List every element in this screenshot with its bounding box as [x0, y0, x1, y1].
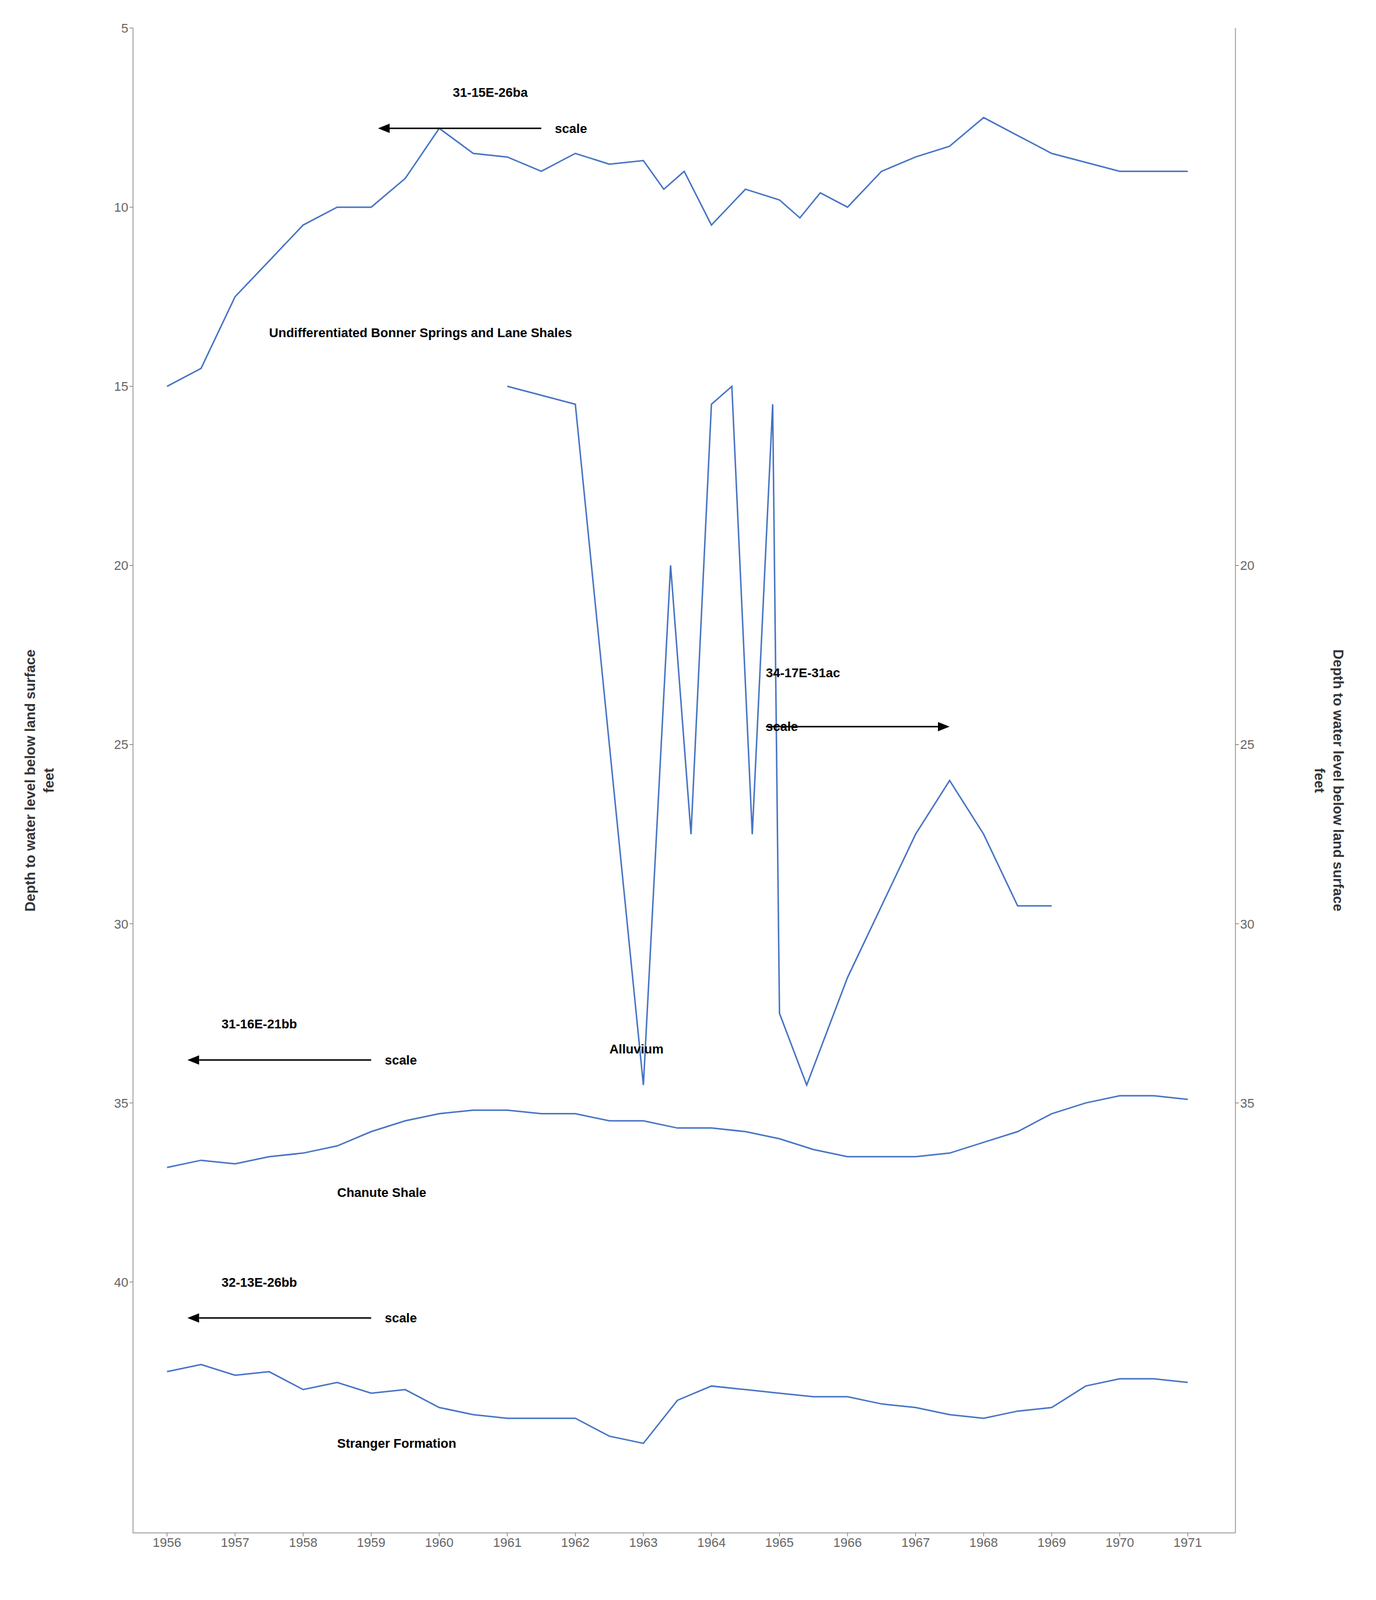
- svg-text:Stranger Formation: Stranger Formation: [337, 1436, 457, 1451]
- svg-text:1959: 1959: [356, 1535, 386, 1550]
- svg-text:1965: 1965: [765, 1535, 794, 1550]
- svg-text:1970: 1970: [1105, 1535, 1134, 1550]
- svg-text:20: 20: [114, 558, 129, 573]
- html-text:Depth to water level below lan: Depth to water level below land surface …: [1311, 649, 1347, 912]
- svg-text:1967: 1967: [901, 1535, 930, 1550]
- svg-text:32-13E-26bb: 32-13E-26bb: [221, 1275, 298, 1290]
- svg-text:25: 25: [1240, 737, 1255, 752]
- svg-text:1968: 1968: [969, 1535, 999, 1550]
- svg-text:34-17E-31ac: 34-17E-31ac: [765, 665, 840, 681]
- svg-text:1958: 1958: [288, 1535, 318, 1550]
- svg-text:1971: 1971: [1173, 1535, 1203, 1550]
- svg-text:20: 20: [1240, 558, 1255, 573]
- svg-text:10: 10: [114, 200, 129, 215]
- svg-text:30: 30: [114, 916, 129, 932]
- svg-text:30: 30: [1240, 916, 1255, 932]
- svg-text:15: 15: [114, 379, 129, 394]
- svg-text:1964: 1964: [697, 1535, 726, 1550]
- svg-text:1956: 1956: [152, 1535, 182, 1550]
- svg-text:35: 35: [1240, 1096, 1255, 1111]
- svg-text:Alluvium: Alluvium: [609, 1041, 664, 1057]
- svg-text:scale: scale: [384, 1052, 418, 1068]
- svg-text:1960: 1960: [425, 1535, 454, 1550]
- svg-text:35: 35: [114, 1096, 129, 1111]
- svg-text:31-15E-26ba: 31-15E-26ba: [452, 85, 528, 100]
- svg-text:1961: 1961: [492, 1535, 522, 1550]
- svg-text:1969: 1969: [1037, 1535, 1067, 1550]
- svg-text:1966: 1966: [833, 1535, 863, 1550]
- svg-text:1962: 1962: [561, 1535, 590, 1550]
- svg-text:Undifferentiated Bonner Spring: Undifferentiated Bonner Springs and Lane…: [268, 325, 573, 341]
- svg-text:scale: scale: [554, 121, 587, 136]
- svg-text:scale: scale: [384, 1310, 418, 1326]
- svg-text:Chanute Shale: Chanute Shale: [337, 1185, 427, 1200]
- svg-text:40: 40: [114, 1275, 129, 1290]
- svg-text:31-16E-21bb: 31-16E-21bb: [221, 1016, 298, 1032]
- svg-text:5: 5: [121, 20, 129, 36]
- svg-text:1957: 1957: [221, 1535, 250, 1550]
- html-text:Depth to water level below lan: Depth to water level below land surface …: [22, 649, 57, 912]
- svg-text:scale: scale: [765, 719, 798, 734]
- svg-text:25: 25: [114, 737, 129, 752]
- svg-text:1963: 1963: [629, 1535, 658, 1550]
